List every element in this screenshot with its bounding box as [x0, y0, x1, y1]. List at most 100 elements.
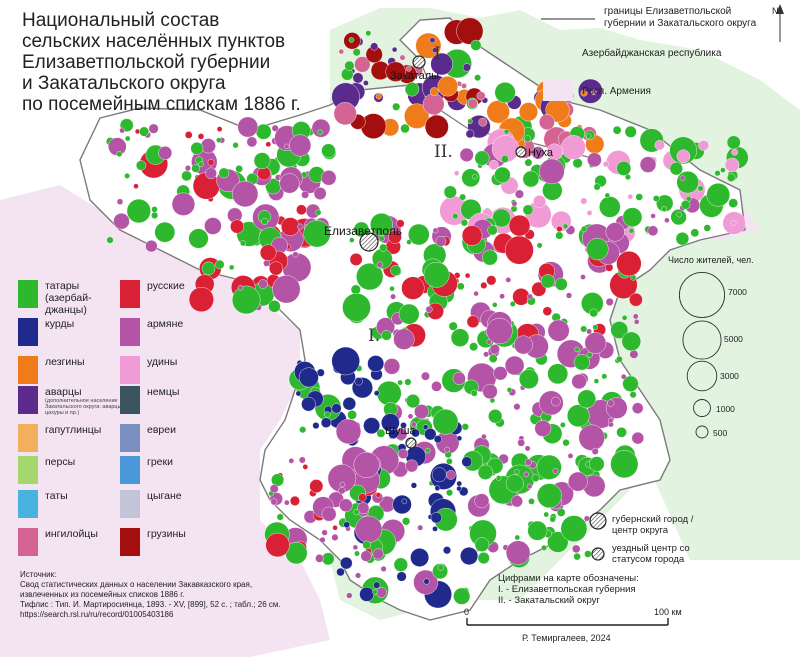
settlement-dot — [604, 192, 610, 199]
settlement-dot — [527, 520, 548, 541]
legend-swatch — [18, 456, 38, 484]
settlement-dot — [556, 508, 566, 517]
settlement-dot — [392, 494, 412, 515]
settlement-dot — [340, 556, 353, 570]
settlement-dot — [391, 46, 398, 53]
settlement-dot — [298, 456, 306, 464]
settlement-dot — [580, 197, 588, 205]
settlement-dot — [444, 446, 450, 453]
settlement-dot — [188, 287, 214, 313]
settlement-dot — [272, 275, 301, 304]
settlement-dot — [280, 217, 300, 236]
settlement-dot — [540, 274, 555, 289]
settlement-dot — [631, 431, 644, 445]
settlement-dot — [136, 160, 147, 171]
settlement-dot — [376, 380, 402, 406]
settlement-dot — [363, 417, 380, 435]
settlement-dot — [549, 516, 556, 523]
settlement-dot — [462, 63, 472, 72]
settlement-dot — [538, 390, 564, 416]
settlement-dot — [580, 325, 588, 333]
legend-label: гапутлинцы — [45, 424, 102, 436]
settlement-dot — [350, 284, 361, 295]
legend-note: (дополнительное население Закатальского … — [45, 398, 124, 416]
title-line-4: и Закатальского округа — [22, 73, 226, 94]
settlement-dot — [504, 355, 525, 376]
settlement-dot — [661, 206, 667, 212]
settlement-dot — [669, 162, 683, 176]
settlement-dot — [154, 221, 176, 243]
settlement-dot — [148, 123, 159, 134]
settlement-dot — [422, 424, 429, 430]
settlement-dot — [390, 293, 396, 300]
settlement-dot — [240, 240, 247, 247]
compass-arrowhead — [776, 4, 784, 14]
population-circle — [678, 271, 726, 319]
settlement-dot — [344, 60, 355, 71]
title-line-2: сельских населённых пунктов — [22, 31, 286, 52]
settlement-dot — [332, 525, 338, 531]
settlement-dot — [724, 157, 740, 173]
settlement-dot — [232, 142, 239, 149]
settlement-dot — [616, 160, 632, 176]
source-line-1: Свод статистических данных о населении З… — [20, 580, 253, 589]
legend-swatch — [18, 424, 38, 452]
settlement-dot — [370, 212, 393, 236]
pop-label-5000: 5000 — [724, 334, 743, 344]
settlement-dot — [536, 242, 543, 249]
settlement-dot — [315, 209, 322, 216]
settlement-dot — [375, 492, 382, 498]
settlement-dot — [301, 190, 309, 199]
legend-label: аварцы (дополнительное население Закаталь… — [45, 386, 124, 416]
settlement-dot — [523, 471, 530, 478]
settlement-dot — [191, 164, 200, 173]
settlement-dot — [372, 589, 378, 595]
settlement-dot — [430, 512, 442, 524]
settlement-dot — [647, 225, 659, 237]
settlement-dot — [437, 75, 458, 97]
settlement-dot — [404, 378, 412, 386]
border-legend-label: границы Елизаветпольской губернии и Зака… — [604, 6, 757, 29]
armenia-legend-swatch — [543, 79, 573, 101]
legend-label: лезгины — [45, 356, 85, 368]
settlement-dot — [431, 381, 442, 392]
settlement-dot — [461, 168, 481, 188]
settlement-dot — [454, 170, 460, 176]
settlement-dot — [378, 235, 385, 242]
settlement-dot — [446, 458, 453, 465]
settlement-dot — [401, 276, 425, 300]
settlement-dot — [204, 217, 222, 235]
settlement-dot — [616, 251, 642, 277]
settlement-dot — [116, 150, 123, 157]
settlement-dot — [461, 456, 473, 468]
settlement-dot — [731, 148, 739, 156]
settlement-dot — [460, 547, 479, 566]
settlement-dot — [303, 220, 331, 248]
settlement-dot — [331, 346, 360, 376]
legend-swatch — [120, 456, 140, 484]
scale-bar — [466, 618, 669, 626]
district-center-symbol — [591, 547, 605, 561]
legend-label: ингилойцы — [45, 528, 98, 540]
settlement-dot — [405, 65, 412, 72]
settlement-dot — [492, 208, 511, 228]
settlement-dot — [488, 409, 503, 424]
symbol-legend — [589, 512, 607, 561]
city-nukha — [515, 146, 527, 158]
settlement-dot — [470, 39, 482, 51]
author-credit: Р. Темиргалеев, 2024 — [522, 633, 611, 643]
region-notes: Цифрами на карте обозначены: I. - Елизав… — [498, 573, 639, 606]
settlement-dot — [407, 413, 414, 420]
settlement-dot — [354, 56, 371, 73]
settlement-dot — [483, 351, 489, 358]
settlement-dot — [565, 292, 573, 299]
settlement-dot — [265, 141, 272, 148]
settlement-dot — [586, 238, 609, 261]
settlement-dot — [331, 533, 339, 541]
legend-label: грузины — [147, 528, 186, 540]
settlement-dot — [258, 279, 268, 289]
settlement-dot — [292, 251, 299, 258]
settlement-dot — [489, 344, 500, 355]
settlement-dot — [464, 272, 471, 279]
